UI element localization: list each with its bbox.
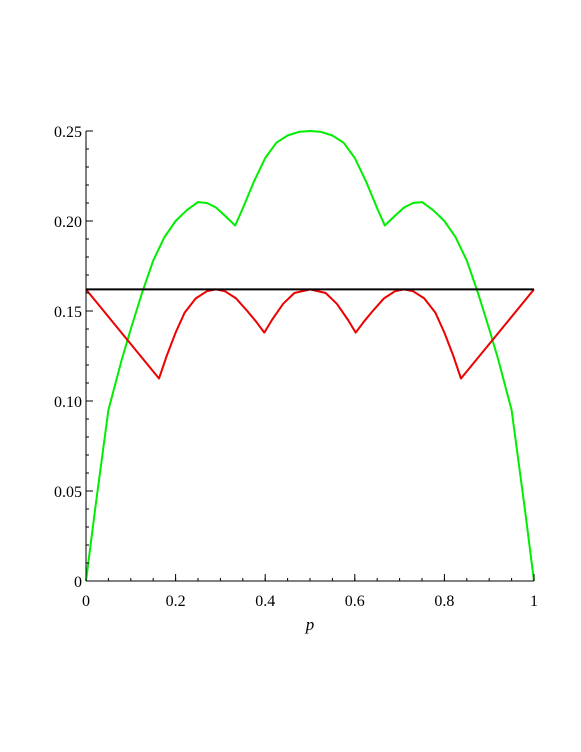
x-axis-label: p [305,615,315,634]
plot-area [85,130,535,582]
x-tick-label: 1 [530,593,538,610]
axes [85,131,534,582]
y-tick-label: 0.20 [54,214,82,231]
y-tick-label: 0.15 [54,304,82,321]
ticks: 0 0.2 0.4 0.6 0.8 1 0 0.05 0.10 0.15 0.20 0.25 [54,124,538,610]
y-tick-label: 0.25 [54,124,82,141]
y-tick-label: 0.10 [54,394,82,411]
y-tick-label: 0.05 [54,484,82,501]
series-line-1 [85,130,535,582]
series-line-2 [85,288,535,380]
x-tick-label: 0.4 [255,593,275,610]
x-tick-label: 0.2 [166,593,186,610]
x-tick-label: 0.8 [434,593,454,610]
x-tick-label: 0 [82,593,90,610]
x-tick-label: 0.6 [345,593,365,610]
y-tick-label: 0 [74,574,82,591]
